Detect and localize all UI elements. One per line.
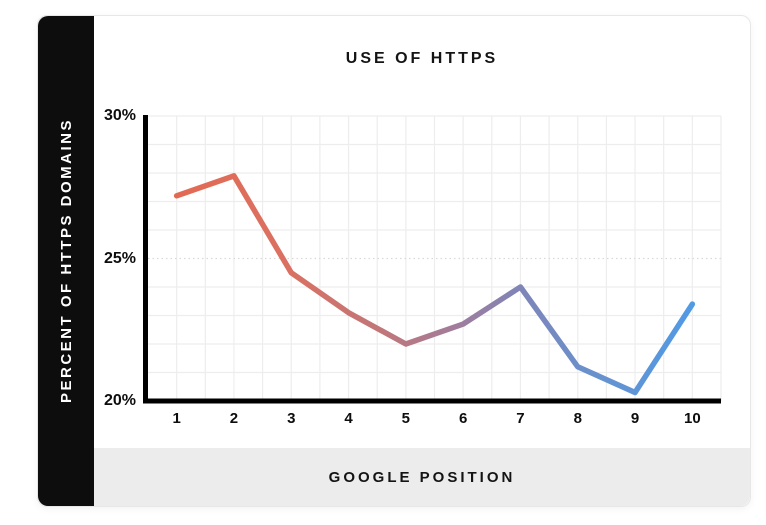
y-axis-title: PERCENT OF HTTPS DOMAINS [57,118,75,404]
y-tick-label: 25% [103,249,136,267]
chart-card: PERCENT OF HTTPS DOMAINS USE OF HTTPS 30… [37,15,751,507]
chart-title: USE OF HTTPS [345,50,499,67]
plot-area [143,115,722,406]
x-tick-label: 5 [401,410,411,427]
y-axis-title-bar: PERCENT OF HTTPS DOMAINS [38,16,94,506]
x-tick-label: 1 [172,410,181,427]
x-tick-label: 7 [516,410,525,427]
x-tick-label: 8 [573,410,582,427]
x-tick-label: 6 [458,410,468,427]
x-axis-title-bar: GOOGLE POSITION [94,448,750,506]
y-tick-label: 20% [103,392,136,409]
https-usage-line-chart [143,115,722,404]
x-tick-label: 4 [344,410,353,427]
x-tick-label: 3 [287,410,296,427]
x-tick-label: 2 [229,410,239,427]
y-tick-label: 30% [103,107,136,124]
x-tick-label: 9 [630,410,640,427]
x-axis-title: GOOGLE POSITION [328,468,516,486]
x-tick-label: 10 [684,410,701,427]
